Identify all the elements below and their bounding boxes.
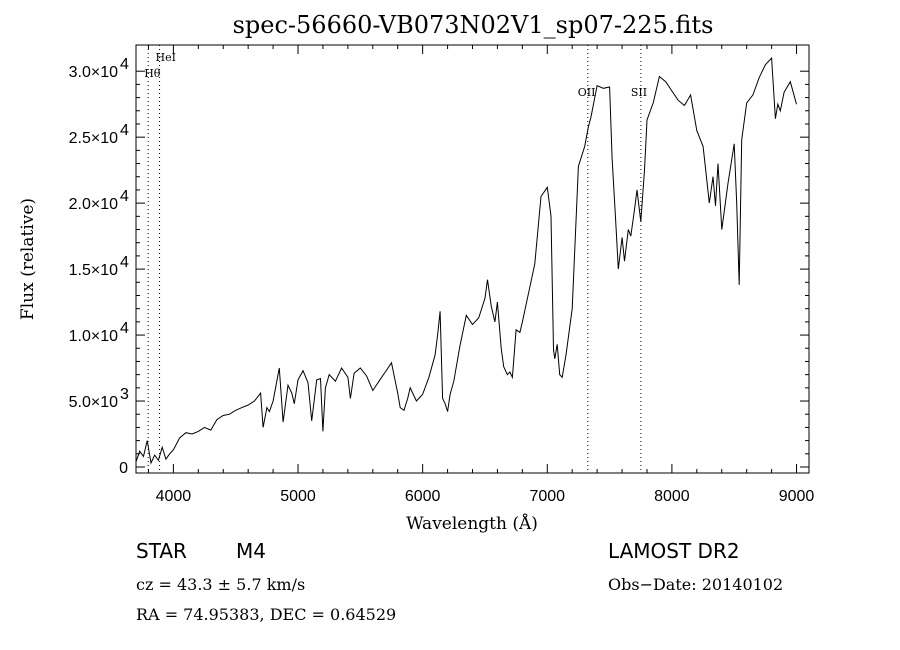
y-tick-exponent: 4 [120, 122, 129, 139]
y-tick-exponent: 4 [120, 56, 129, 73]
spectral-line-label-1: Hθ [144, 67, 161, 80]
y-tick-label: 2.0×10 [69, 196, 118, 213]
series-layer [135, 56, 797, 465]
y-tick-label: 3.0×10 [69, 64, 118, 81]
redshift-readout: cz = 43.3 ± 5.7 km/s [136, 575, 305, 594]
spectral-line-label-2: OII [578, 86, 596, 99]
x-tick-label: 7000 [529, 488, 565, 505]
chart-title: spec-56660-VB073N02V1_sp07-225.fits [233, 11, 714, 39]
object-subclass: M4 [236, 539, 266, 563]
plot-frame [135, 44, 810, 474]
y-tick-exponent: 3 [120, 386, 129, 403]
y-tick-exponent: 4 [120, 254, 129, 271]
y-tick-label: 1.0×10 [69, 328, 118, 345]
survey-name: LAMOST DR2 [608, 539, 740, 563]
obs-date: Obs−Date: 20140102 [608, 575, 783, 594]
y-tick-exponent: 4 [120, 320, 129, 337]
object-class: STAR [136, 539, 187, 563]
x-tick-label: 4000 [156, 488, 192, 505]
spectral-line-label-0: HeI [156, 51, 176, 64]
x-tick-label: 5000 [280, 488, 316, 505]
spectral-line-label-3: SII [631, 86, 647, 99]
y-tick-label: 5.0×10 [69, 394, 118, 411]
y-tick-label: 1.5×10 [69, 262, 118, 279]
spectral-line-markers: HeI Hθ OII SII [144, 45, 647, 473]
y-axis-label: Flux (relative) [18, 198, 38, 320]
flux-series-line [135, 56, 797, 465]
y-tick-label: 0 [119, 460, 128, 477]
coordinates: RA = 74.95383, DEC = 0.64529 [136, 605, 396, 624]
x-axis-label: Wavelength (Å) [406, 513, 538, 534]
y-axis: 05.0×10 31.0×10 41.5×10 42.0×10 42.5×10 43.0×… [69, 56, 809, 477]
y-tick-exponent: 4 [120, 188, 129, 205]
y-tick-label: 2.5×10 [69, 130, 118, 147]
x-tick-label: 8000 [654, 488, 690, 505]
x-axis: 4000 5000 6000 7000 8000 9000 [147, 45, 815, 505]
x-tick-label: 6000 [405, 488, 441, 505]
x-tick-label: 9000 [779, 488, 815, 505]
